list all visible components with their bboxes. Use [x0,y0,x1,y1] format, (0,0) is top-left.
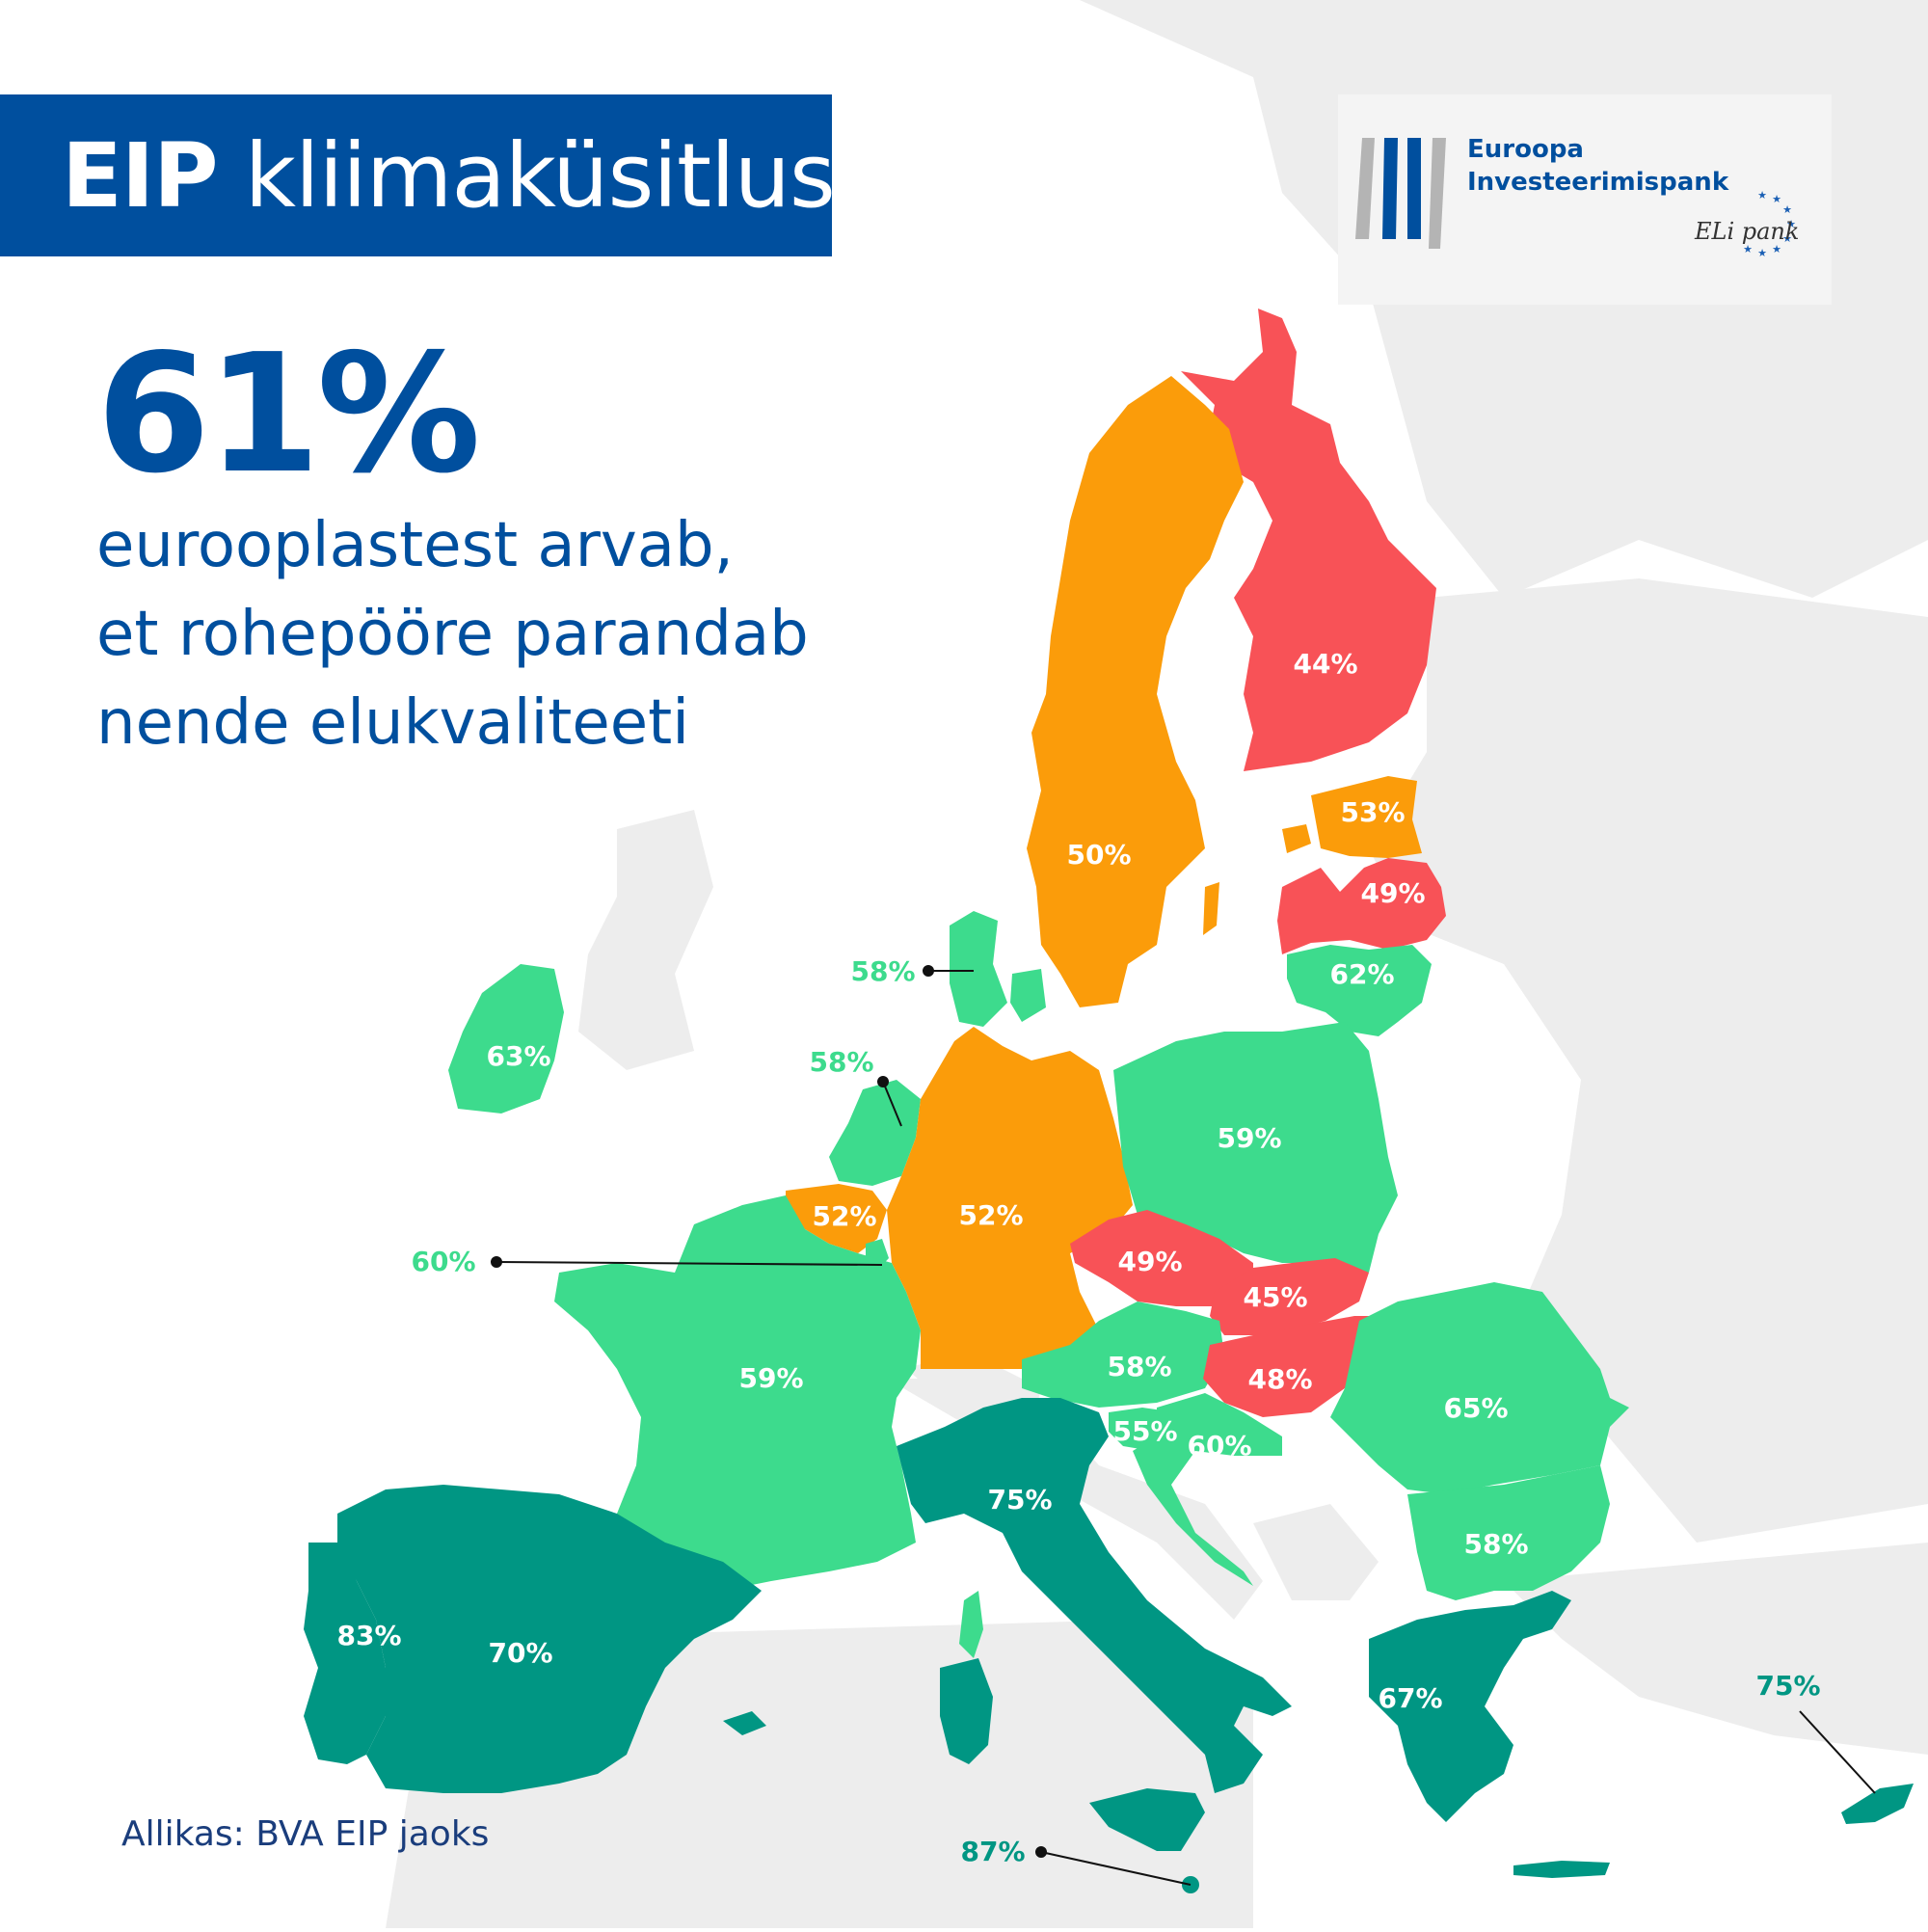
country-latvia[interactable] [1277,858,1446,954]
svg-text:★: ★ [1772,193,1781,205]
label-lithuania: 62% [1329,958,1394,990]
country-lithuania[interactable] [1287,945,1432,1036]
svg-text:★: ★ [1743,243,1753,255]
island-corsica [959,1591,983,1658]
title-rest: kliimaküsitlus [244,123,836,228]
leader-line-luxembourg [495,1261,883,1266]
label-malta: 87% [960,1836,1025,1867]
country-romania[interactable] [1330,1282,1629,1494]
label-bulgaria: 58% [1463,1528,1528,1560]
svg-text:★: ★ [1757,189,1767,201]
country-ireland[interactable] [448,964,564,1114]
country-bulgaria[interactable] [1407,1465,1610,1600]
value-labels: 44% 50% 53% 49% 62% 58% 63% 58% 52% 60% … [336,648,1820,1867]
svg-text:★: ★ [1772,243,1781,255]
logo-tagline: ELi pank [1695,218,1800,245]
label-poland: 59% [1217,1122,1281,1154]
island-sicily [1089,1788,1205,1851]
country-cyprus[interactable] [1841,1784,1914,1824]
country-hungary[interactable] [1203,1316,1388,1417]
country-italy[interactable] [897,1398,1292,1793]
country-france[interactable] [554,1195,921,1591]
country-denmark[interactable] [950,911,1007,1027]
country-croatia[interactable] [1133,1393,1282,1586]
label-italy: 75% [987,1484,1052,1516]
island-sardinia [940,1658,993,1764]
leader-dot-malta [1035,1846,1047,1858]
label-cyprus: 75% [1755,1670,1820,1702]
country-portugal[interactable] [304,1543,386,1764]
island-zealand [1010,969,1046,1022]
svg-text:★: ★ [1786,218,1796,230]
island-gotland [1203,882,1219,935]
country-finland[interactable] [1181,309,1436,771]
label-belgium: 52% [812,1200,876,1232]
label-estonia: 53% [1340,796,1405,828]
country-germany[interactable] [887,1027,1133,1369]
label-hungary: 48% [1247,1363,1312,1395]
eib-logo: Euroopa Investeerimispank ★ ★ ★ ★ ★ ★ ★ ★ ELi… [1338,94,1832,305]
headline-line-1: eurooplastest arvab, [96,510,734,581]
label-spain: 70% [488,1637,552,1669]
country-netherlands[interactable] [829,1080,921,1186]
leader-dot-netherlands [877,1076,889,1087]
leader-dot-luxembourg [491,1256,502,1268]
country-poland[interactable] [1113,1022,1398,1273]
island-balearic [723,1711,766,1735]
country-belgium[interactable] [786,1184,887,1253]
source-credit: Allikas: BVA EIP jaoks [121,1814,490,1854]
logo-name: Euroopa Investeerimispank [1467,133,1728,199]
label-sweden: 50% [1066,839,1131,871]
country-estonia[interactable] [1311,776,1422,858]
country-sweden[interactable] [1027,376,1244,1007]
logo-line1: Euroopa [1467,135,1584,164]
label-austria: 58% [1107,1351,1171,1382]
title-banner: EIP kliimaküsitlus [0,94,836,256]
label-slovakia: 45% [1243,1281,1307,1313]
label-finland: 44% [1293,648,1357,680]
headline-line-2: et rohepööre parandab [96,599,809,670]
eu-stars-icon: ★ ★★ ★★★ ★★ [1743,189,1796,259]
svg-text:★: ★ [1782,203,1792,216]
island-crete [1513,1861,1610,1878]
svg-text:★: ★ [1782,232,1792,245]
title-bold: EIP [62,123,219,228]
label-greece: 67% [1378,1682,1442,1714]
leader-line-malta [1040,1851,1192,1886]
label-germany: 52% [958,1199,1023,1231]
eib-logo-mark-icon [1355,138,1446,249]
label-ireland: 63% [486,1040,550,1072]
label-romania: 65% [1443,1392,1508,1424]
country-czechia[interactable] [1070,1210,1253,1306]
country-slovakia[interactable] [1210,1258,1369,1335]
leader-dot-denmark [923,965,934,977]
label-portugal: 83% [336,1620,401,1651]
headline-description: eurooplastest arvab, et rohepööre parand… [96,501,868,767]
headline-stat: 61% [96,319,481,510]
label-denmark: 58% [850,955,915,987]
leader-line-cyprus [1799,1710,1876,1794]
country-spain[interactable] [337,1485,762,1793]
country-greece[interactable] [1369,1591,1571,1822]
headline-line-3: nende elukvaliteeti [96,687,689,759]
label-luxembourg: 60% [411,1246,475,1277]
label-croatia: 60% [1187,1430,1251,1462]
label-czechia: 49% [1117,1246,1182,1277]
label-netherlands: 58% [809,1046,873,1078]
leader-lines [491,965,1876,1886]
label-latvia: 49% [1360,877,1425,909]
label-slovenia: 55% [1112,1415,1177,1447]
svg-text:★: ★ [1757,247,1767,259]
island-saaremaa [1282,824,1311,853]
label-france: 59% [738,1362,803,1394]
logo-line2: Investeerimispank [1467,168,1729,197]
page-title: EIP kliimaküsitlus [62,123,836,228]
leader-line-netherlands [882,1081,902,1127]
country-austria[interactable] [1022,1301,1224,1408]
